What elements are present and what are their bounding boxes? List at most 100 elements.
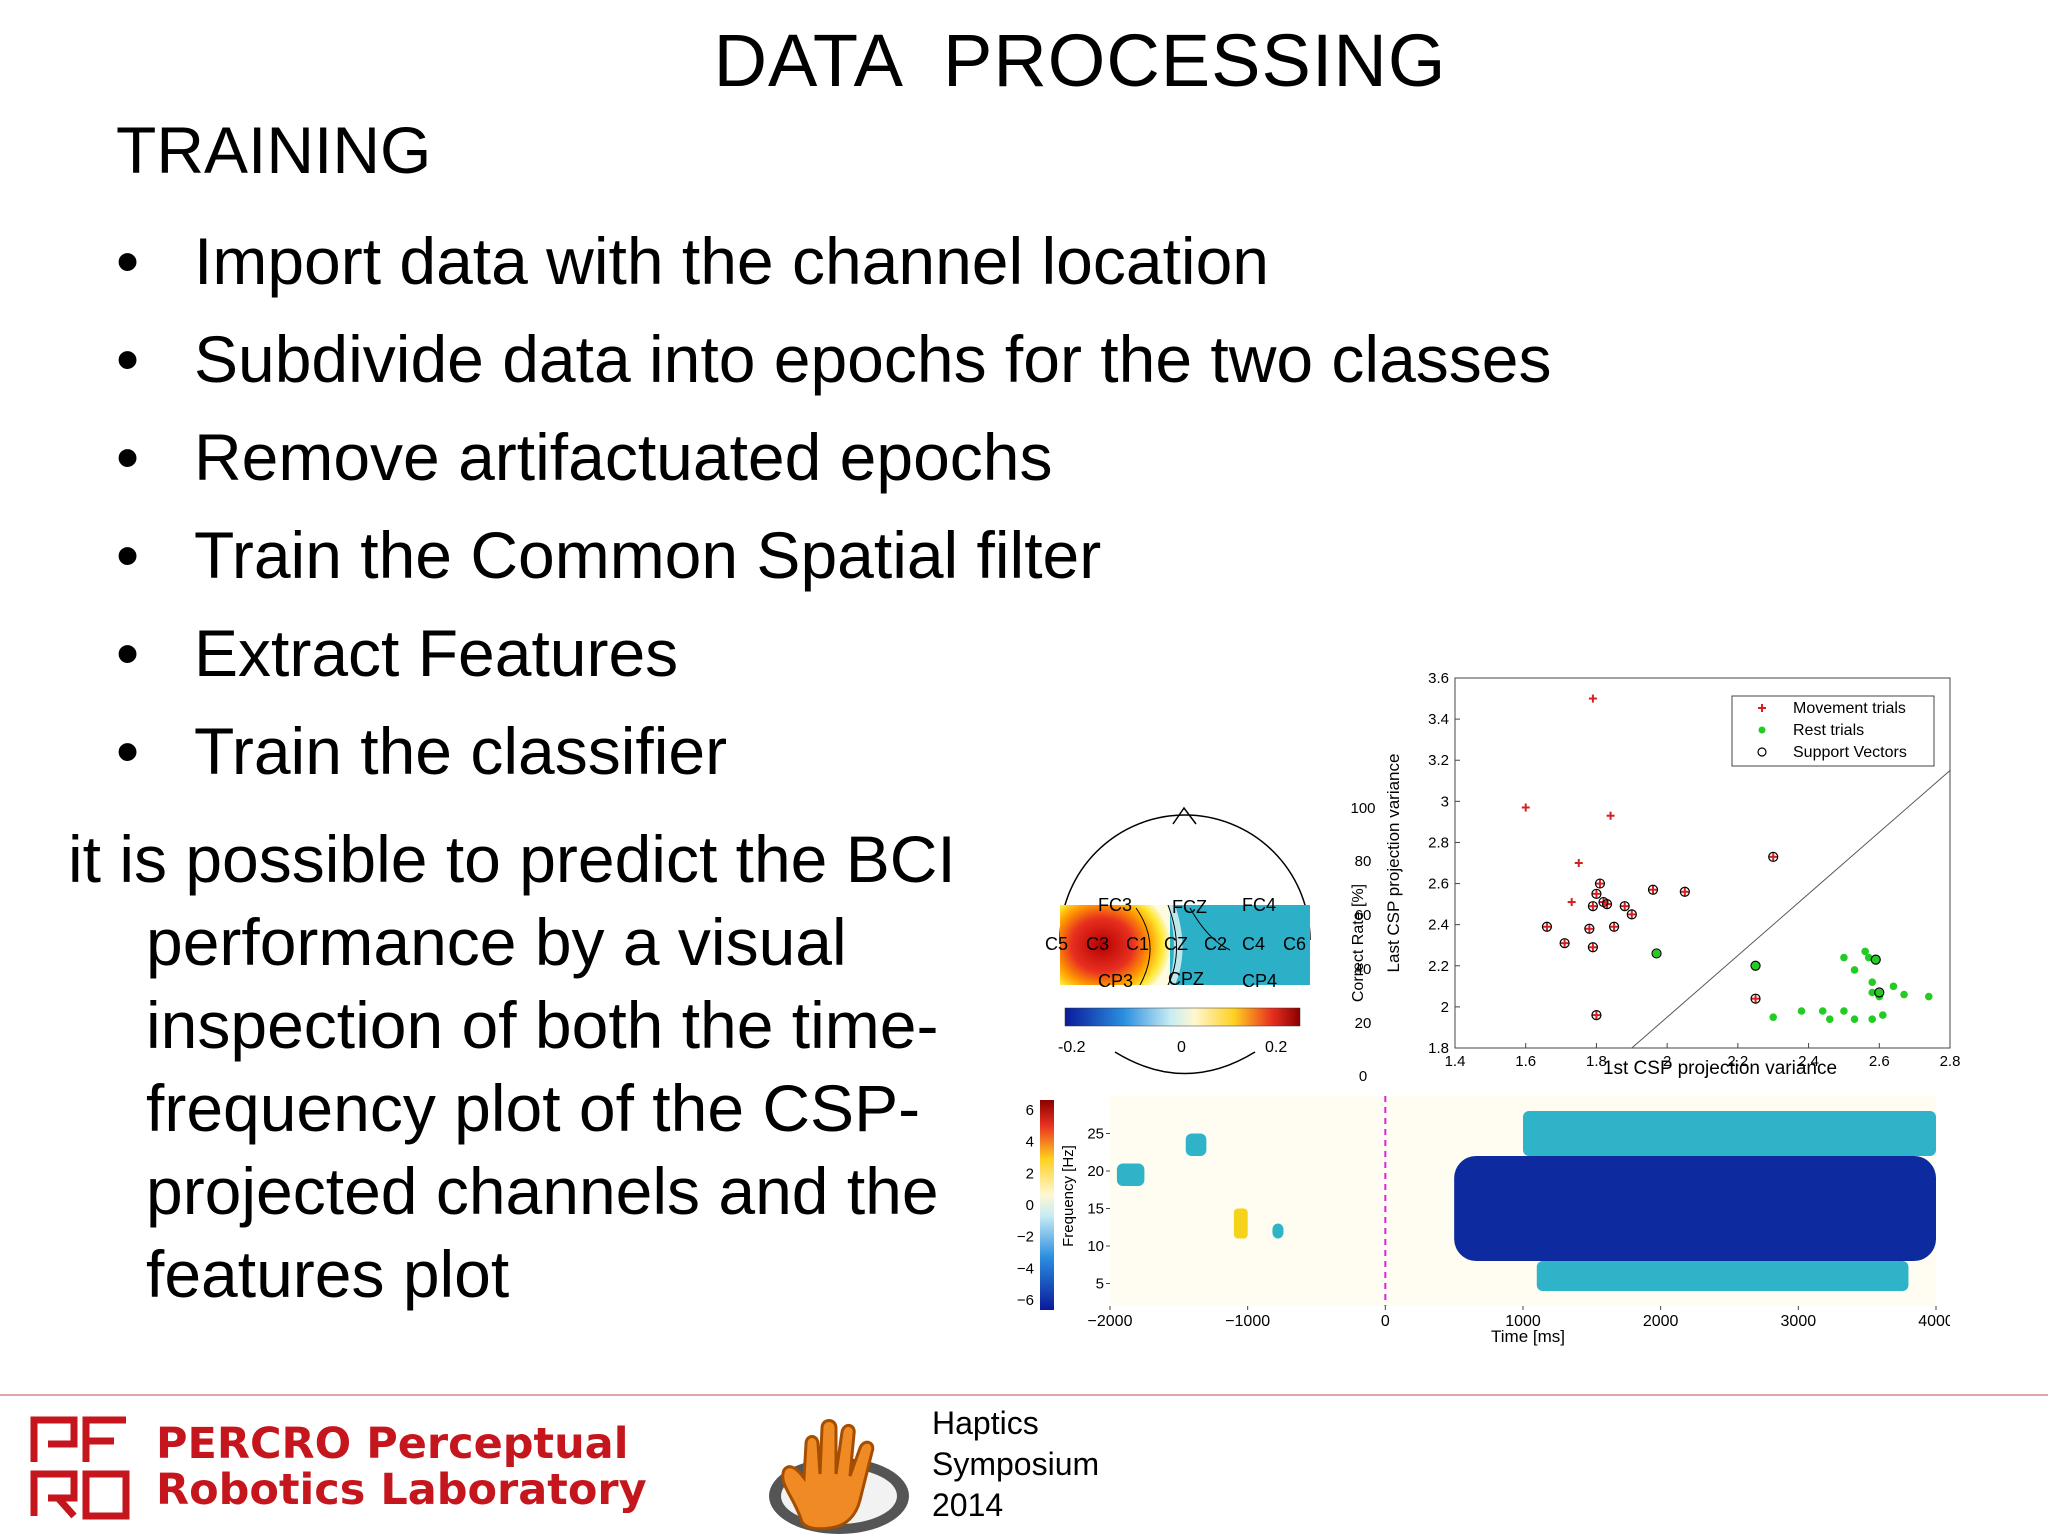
scatter-y-label: Last CSP projection variance: [1384, 754, 1403, 973]
scatter-y-tick: 2.4: [1428, 917, 1449, 934]
movement-trial-point: [1606, 811, 1615, 820]
rest-trial-point: [1861, 947, 1869, 956]
moderate-desync-patch: [1272, 1223, 1284, 1239]
conclusion-paragraph: it is possible to predict the BCI perfor…: [68, 822, 956, 1311]
rest-trial-point: [1652, 949, 1661, 958]
tf-y-tick: 10: [1087, 1238, 1104, 1255]
movement-trial-point: [1542, 922, 1551, 931]
support-vector-point: [1591, 888, 1602, 899]
movement-trial-point: [1751, 994, 1760, 1003]
movement-trial-point: [1595, 879, 1604, 888]
correct-rate-axis: 100 80 60 40 20 0 Correct Rate [%]: [1350, 800, 1376, 1085]
movement-trial-point: [1610, 922, 1619, 931]
rest-trial-point: [1818, 1007, 1827, 1015]
correct-rate-label: Correct Rate [%]: [1350, 884, 1367, 1002]
channel-label: C5: [1045, 934, 1068, 954]
rest-trial-point: [1864, 953, 1873, 962]
tf-colorbar-tick: −4: [1017, 1260, 1034, 1277]
percro-line: Robotics Laboratory: [156, 1465, 647, 1515]
bullet-glyph: •: [116, 518, 140, 592]
bullet-text: Remove artifactuated epochs: [194, 420, 1053, 494]
rest-trial-point: [1871, 955, 1880, 964]
support-vector-point: [1594, 878, 1606, 889]
channel-label: FC3: [1098, 895, 1132, 915]
support-vector-point: [1750, 960, 1761, 971]
topo-colorbar-tick: 0: [1177, 1039, 1186, 1056]
bullet-glyph: •: [116, 322, 140, 396]
topo-channel-labels: FC3 FCZ FC4 C5 C3 C1 CZ C2 C4 C6 CP3 CPZ…: [1045, 895, 1306, 991]
scatter-x-tick: 2.6: [1869, 1053, 1890, 1070]
tf-x-tick: 0: [1381, 1313, 1390, 1330]
csp-topoplot: FC3 FCZ FC4 C5 C3 C1 CZ C2 C4 C6 CP3 CPZ…: [1045, 806, 1311, 1075]
decision-boundary: [1631, 770, 1951, 1049]
support-vector-point: [1591, 1010, 1602, 1021]
support-vector-point: [1647, 884, 1659, 895]
bullet-item: • Import data with the channel location: [116, 212, 1551, 310]
topo-hotspot: [1060, 905, 1170, 985]
correct-rate-tick: 60: [1355, 907, 1372, 924]
footer-divider: [0, 1394, 2048, 1396]
bullet-item: • Train the classifier: [116, 702, 1551, 800]
channel-label: CP4: [1242, 971, 1277, 991]
scatter-legend: Movement trials Rest trials Support Vect…: [1731, 695, 1935, 767]
legend-entry: Rest trials: [1793, 722, 1864, 739]
tf-colorbar-tick: 6: [1026, 1102, 1034, 1119]
correct-rate-tick: 80: [1355, 853, 1372, 870]
support-vector-point: [1619, 901, 1630, 912]
scatter-x-tick: 1.4: [1445, 1053, 1466, 1070]
tf-x-tick: −2000: [1088, 1313, 1133, 1330]
rest-trial-point: [1797, 1007, 1806, 1015]
sync-patch: [1233, 1208, 1248, 1239]
support-vector-point: [1587, 942, 1598, 953]
haptics-line: 2014: [932, 1487, 1004, 1523]
channel-label: C1: [1126, 934, 1149, 954]
scatter-x-tick: 1.6: [1515, 1053, 1536, 1070]
bullet-glyph: •: [116, 714, 140, 788]
tf-y-label: Frequency [Hz]: [1060, 1145, 1077, 1247]
scatter-y-tick: 2.6: [1428, 876, 1449, 893]
topo-colorbar: [1064, 1007, 1301, 1027]
correct-rate-tick: 40: [1355, 961, 1372, 978]
channel-label: C3: [1086, 934, 1109, 954]
movement-trial-point: [1592, 1011, 1601, 1020]
scatter-x-tick: 2.8: [1940, 1053, 1960, 1070]
support-vector-point: [1541, 921, 1553, 932]
rest-trial-point: [1889, 982, 1898, 991]
legend-entry: Support Vectors: [1793, 744, 1907, 761]
channel-label: C2: [1204, 934, 1227, 954]
bullet-text: Import data with the channel location: [194, 224, 1269, 298]
movement-trial-point: [1560, 939, 1569, 948]
channel-label: FCZ: [1172, 897, 1207, 917]
head-chin-outline: [1114, 1051, 1256, 1075]
correct-rate-tick: 0: [1359, 1068, 1367, 1085]
rest-trial-point: [1924, 992, 1933, 1001]
tf-colorbar-tick: 4: [1026, 1134, 1034, 1151]
rest-trial-point: [1769, 1013, 1778, 1021]
scatter-y-tick: 3.2: [1428, 752, 1449, 769]
scatter-x-tick: 2.4: [1798, 1053, 1819, 1070]
channel-label: CPZ: [1168, 969, 1204, 989]
movement-trial-point: [1649, 885, 1657, 894]
haptics-hand-logo-icon: [769, 1419, 909, 1534]
haptics-line: Haptics: [932, 1405, 1039, 1441]
bullet-item: • Subdivide data into epochs for the two …: [116, 310, 1551, 408]
percro-lab-name: PERCRO Perceptual Robotics Laboratory: [156, 1421, 647, 1513]
slide-title: DATA PROCESSING: [713, 19, 1447, 102]
bullet-item: • Remove artifactuated epochs: [116, 408, 1551, 506]
csp-feature-scatter: 100 80 60 40 20 0 Correct Rate [%] 1.8 2 2…: [1350, 670, 1960, 1085]
legend-marker-dot: [1758, 726, 1766, 734]
haptics-symposium-label: Haptics Symposium 2014: [932, 1403, 1099, 1526]
tf-colorbar-tick: 2: [1026, 1165, 1034, 1182]
scatter-x-tick: 1.8: [1586, 1053, 1607, 1070]
moderate-desync-patch: [1185, 1133, 1207, 1156]
rest-trial-point: [1879, 1011, 1887, 1019]
topo-colorbar-tick: -0.2: [1058, 1039, 1086, 1056]
rest-trial-point: [1850, 1015, 1859, 1024]
scatter-y-tick: 1.8: [1428, 1040, 1449, 1057]
scatter-y-tick: 2.2: [1428, 958, 1449, 975]
channel-label: FC4: [1242, 895, 1276, 915]
support-vector-point: [1651, 948, 1662, 959]
tf-colorbar: [1040, 1100, 1054, 1310]
support-vector-point: [1874, 987, 1885, 998]
